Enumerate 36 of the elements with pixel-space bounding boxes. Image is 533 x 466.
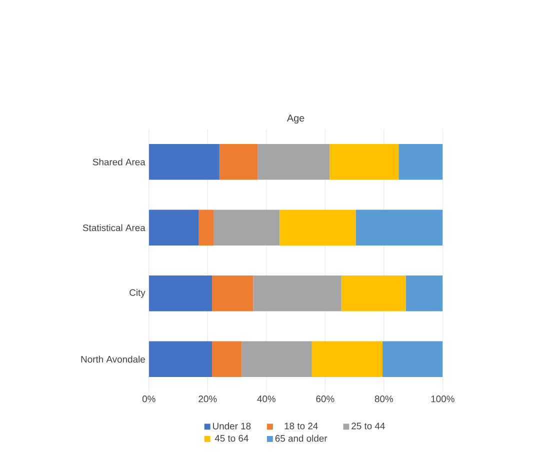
bar — [214, 210, 280, 246]
legend-label: 65 and older — [275, 434, 328, 442]
x-tick-label: 20% — [198, 395, 217, 402]
bar — [253, 275, 342, 312]
legend-label: 25 to 44 — [352, 422, 385, 430]
bar — [258, 144, 330, 180]
bar — [280, 210, 356, 246]
bar — [406, 275, 443, 312]
x-tick-label: 60% — [316, 395, 334, 402]
bar — [148, 144, 220, 180]
x-tick-label: 100% — [431, 395, 454, 402]
chart-title: Age — [286, 114, 304, 124]
y-tick-label: City — [130, 288, 146, 298]
bar — [382, 341, 443, 377]
x-tick-label: 0% — [142, 395, 156, 402]
bar — [356, 210, 443, 246]
x-tick-label: 40% — [257, 395, 276, 402]
x-tick-label: 80% — [374, 395, 394, 402]
bar — [198, 210, 214, 246]
bar — [212, 275, 254, 312]
bar — [330, 144, 399, 180]
bar — [148, 210, 199, 246]
y-tick-label: Shared Area — [92, 158, 146, 166]
legend-label: Under 18 — [213, 422, 251, 430]
bar — [212, 341, 242, 377]
bar — [341, 275, 406, 312]
bar — [312, 341, 382, 377]
legend-label: 45 to 64 — [214, 434, 248, 442]
bar — [219, 144, 258, 180]
bar — [241, 341, 312, 377]
legend-label: 18 to 24 — [284, 422, 318, 430]
bar — [398, 144, 443, 180]
y-tick-label: Statistical Area — [82, 224, 146, 231]
bar — [148, 341, 212, 377]
bar — [148, 275, 212, 312]
y-tick-label: North Avondale — [81, 355, 145, 362]
